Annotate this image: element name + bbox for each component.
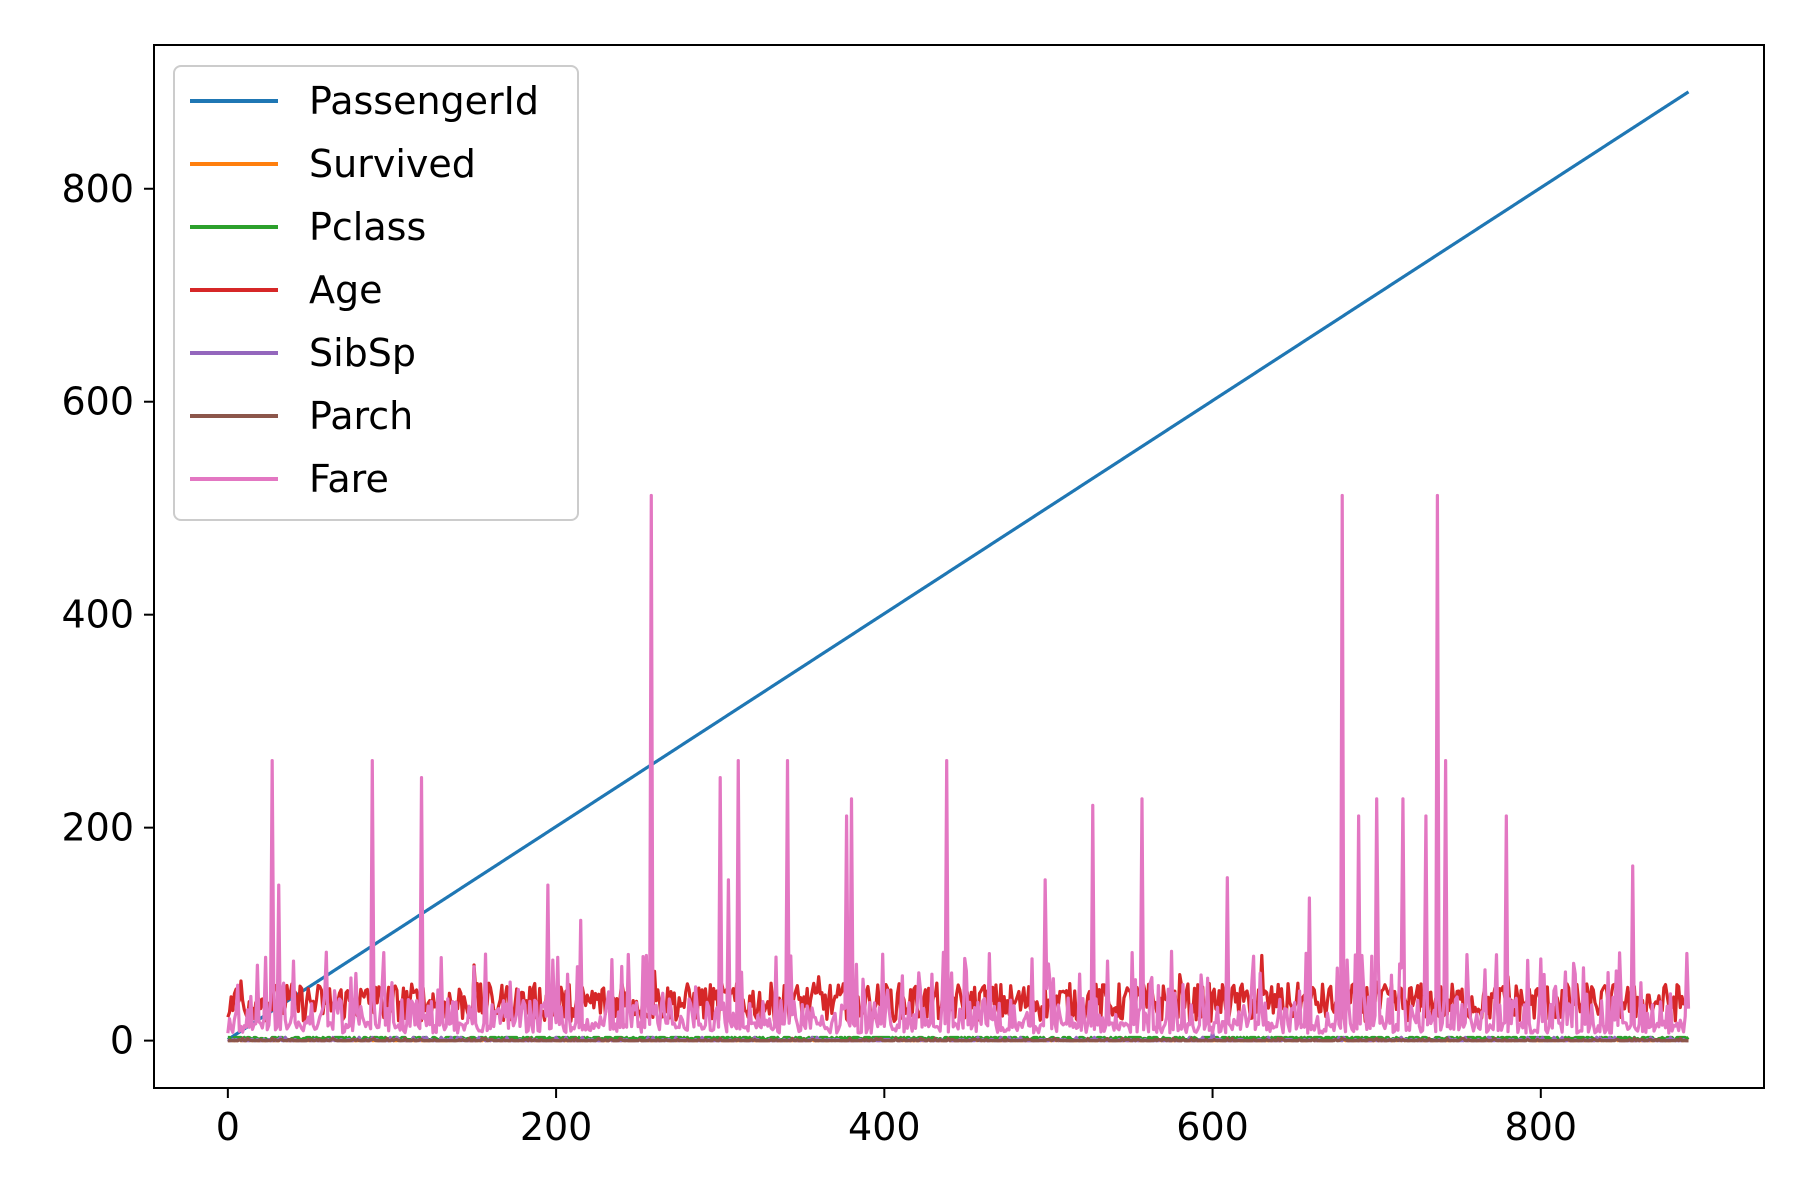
y-tick-label: 400 xyxy=(61,593,134,637)
x-axis: 0 200 400 600 800 xyxy=(216,1088,1577,1149)
axes-frame xyxy=(153,44,1765,1089)
y-tick-label: 0 xyxy=(110,1019,134,1063)
y-tick-label: 200 xyxy=(61,806,134,850)
series-line-fare xyxy=(226,493,1691,1035)
legend-box xyxy=(173,65,579,521)
legend-label-pclass: Pclass xyxy=(309,205,426,249)
legend-label-fare: Fare xyxy=(309,457,389,501)
series-line-parch xyxy=(227,1036,1689,1043)
x-tick-label: 600 xyxy=(1176,1105,1249,1149)
legend-label-parch: Parch xyxy=(309,394,413,438)
plot-lines xyxy=(226,90,1691,1043)
x-tick-label: 200 xyxy=(520,1105,593,1149)
x-tick-label: 800 xyxy=(1505,1105,1578,1149)
x-tick-label: 0 xyxy=(216,1105,240,1149)
y-tick-label: 600 xyxy=(61,380,134,424)
x-tick-label: 400 xyxy=(848,1105,921,1149)
legend-label-passengerid: PassengerId xyxy=(309,79,539,123)
legend: PassengerId Survived Pclass Age SibSp Parch Fa… xyxy=(173,65,579,521)
legend-label-survived: Survived xyxy=(309,142,476,186)
legend-label-sibsp: SibSp xyxy=(309,331,416,375)
series-line-passengerid xyxy=(226,90,1690,1041)
legend-label-age: Age xyxy=(309,268,383,312)
y-axis: 0 200 400 600 800 xyxy=(61,167,154,1063)
y-tick-label: 800 xyxy=(61,167,134,211)
